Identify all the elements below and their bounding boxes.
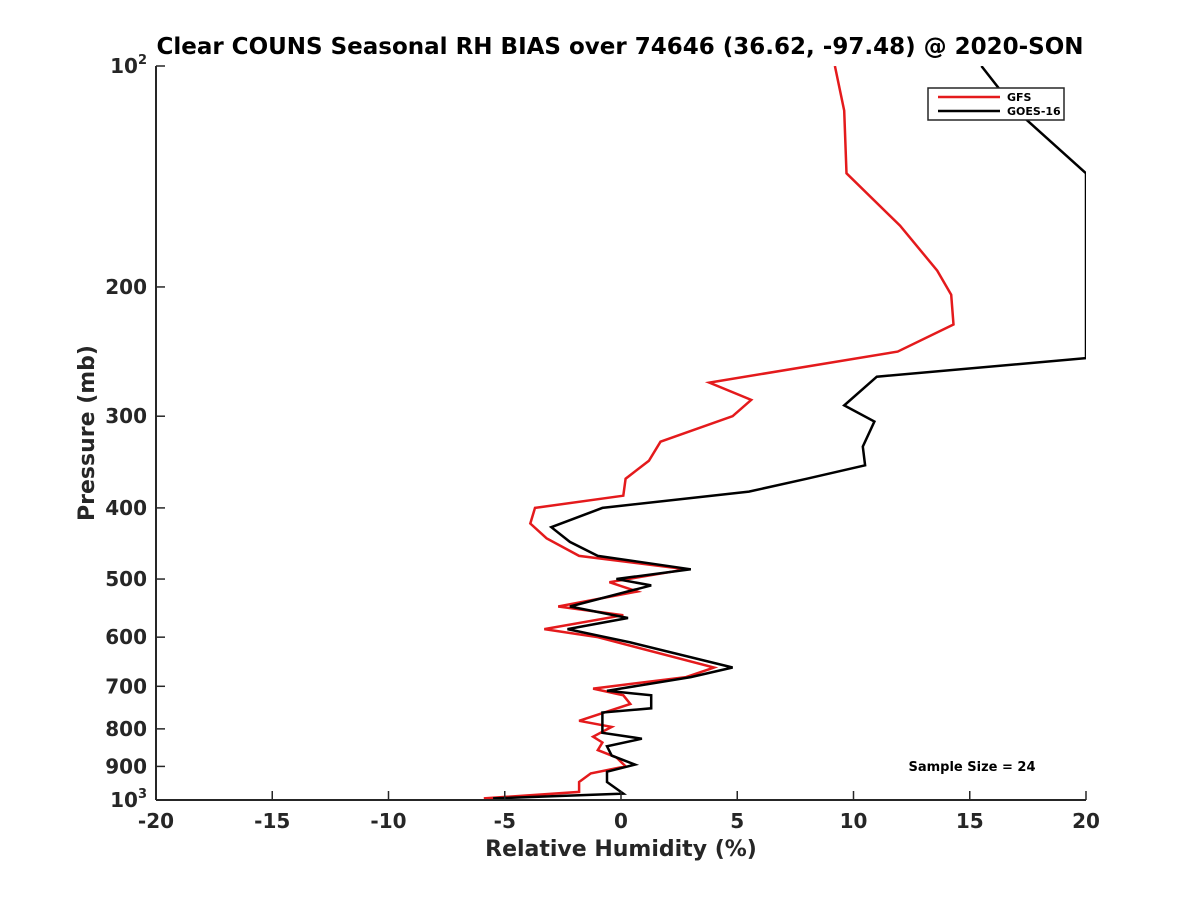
x-ticks: -20 -15 -10 -5 0 5 10 15 20 bbox=[138, 791, 1100, 833]
x-tick-label: 5 bbox=[730, 809, 744, 833]
x-tick-label: 15 bbox=[956, 809, 984, 833]
sample-size-annotation: Sample Size = 24 bbox=[908, 760, 1035, 775]
y-tick-label: 103 bbox=[110, 787, 147, 812]
x-axis-label: Relative Humidity (%) bbox=[485, 837, 757, 862]
y-tick-label: 600 bbox=[105, 625, 147, 649]
legend-box bbox=[927, 87, 1065, 121]
y-ticks: 102 200 300 400 500 600 700 800 900 103 bbox=[105, 53, 165, 812]
series-layer bbox=[483, 66, 1086, 800]
x-tick-label: 10 bbox=[840, 809, 868, 833]
y-tick-label: 200 bbox=[105, 275, 147, 299]
y-tick-label: 900 bbox=[105, 754, 147, 778]
x-tick-label: 20 bbox=[1072, 809, 1100, 833]
x-tick-label: 0 bbox=[614, 809, 628, 833]
x-tick-label: -15 bbox=[254, 809, 290, 833]
series-line-goes-16 bbox=[493, 66, 1086, 800]
y-tick-label: 500 bbox=[105, 567, 147, 591]
y-tick-label: 800 bbox=[105, 717, 147, 741]
y-tick-label: 700 bbox=[105, 674, 147, 698]
legend-label-goes-16: GOES-16 bbox=[1007, 105, 1061, 118]
legend: GFS GOES-16 bbox=[927, 87, 1065, 121]
y-tick-label: 400 bbox=[105, 496, 147, 520]
y-tick-label: 102 bbox=[110, 53, 147, 78]
x-tick-label: -5 bbox=[494, 809, 516, 833]
y-tick-label: 300 bbox=[105, 404, 147, 428]
legend-label-gfs: GFS bbox=[1007, 91, 1032, 104]
series-line-gfs bbox=[483, 66, 955, 800]
y-axis-label: Pressure (mb) bbox=[75, 345, 100, 521]
chart-title: Clear COUNS Seasonal RH BIAS over 74646 … bbox=[156, 34, 1083, 60]
x-tick-label: -20 bbox=[138, 809, 174, 833]
x-tick-label: -10 bbox=[370, 809, 406, 833]
